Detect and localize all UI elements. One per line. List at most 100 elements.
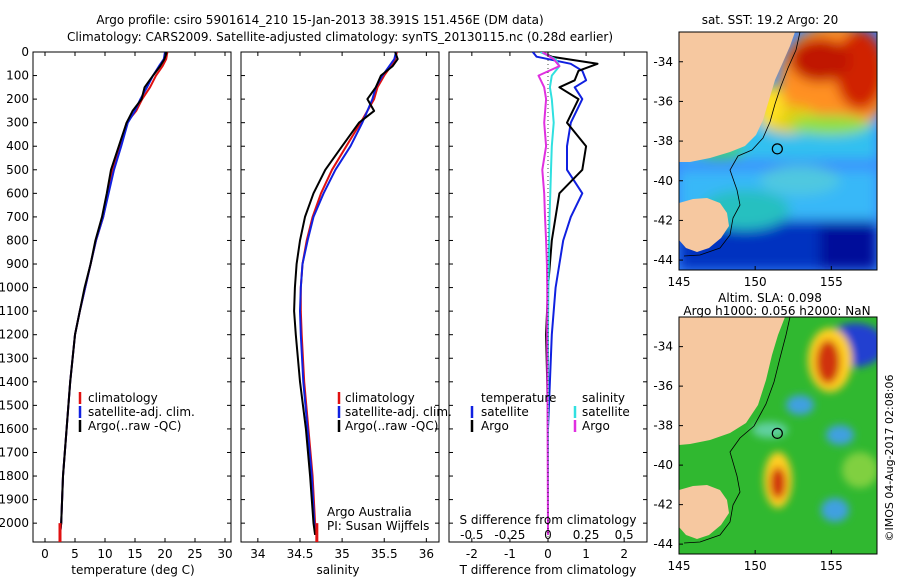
- s-tick-label: 0.25: [573, 528, 600, 542]
- sst-shelf-contour: [683, 32, 801, 257]
- map-y-tick-label: -34: [653, 340, 673, 354]
- depth-tick-label: 1100: [0, 304, 29, 318]
- map-x-tick-label: 150: [744, 275, 767, 289]
- temperature-x-axis: 0 5 10 15 20 25 30: [41, 52, 233, 561]
- sst-map-axes: 145 150 155 -34 -36 -38 -40 -42 -44: [653, 55, 842, 289]
- x-tick-label: 34.5: [287, 547, 314, 561]
- x-tick-label: 30: [217, 547, 232, 561]
- sla-height-field: [752, 323, 877, 522]
- series-line-argorawqc: [59, 52, 168, 536]
- temperature-legend: climatology satellite-adj. clim. Argo(..…: [78, 391, 195, 433]
- pi-label: PI: Susan Wijffels: [327, 519, 429, 533]
- legend-label-satellite: satellite-adj. clim.: [345, 405, 452, 419]
- map-y-tick-label: -42: [653, 213, 673, 227]
- title-line-2: Climatology: CARS2009. Satellite-adjuste…: [67, 30, 613, 44]
- depth-tick-label: 200: [6, 92, 29, 106]
- depth-tick-label: 1200: [0, 328, 29, 342]
- sla-map-axes: 145 150 155 -34 -36 -38 -40 -42 -44: [653, 340, 842, 573]
- series-line-satellite: [539, 52, 561, 535]
- legend-label-s-argo: Argo: [582, 419, 610, 433]
- depth-tick-label: 900: [6, 257, 29, 271]
- legend-title-temperature: temperature: [481, 391, 556, 405]
- x-tick-label: 34: [250, 547, 265, 561]
- depth-tick-label: 0: [21, 45, 29, 59]
- sla-shelf-contour: [683, 317, 791, 544]
- legend-label-argo: Argo(..raw -QC): [88, 419, 181, 433]
- sla-map-title-line-1: Altim. SLA: 0.098: [718, 291, 822, 305]
- depth-tick-label: 400: [6, 139, 29, 153]
- x-tick-label: 25: [187, 547, 202, 561]
- x-tick-label: 0: [41, 547, 49, 561]
- depth-tick-label: 1900: [0, 493, 29, 507]
- sst-map-frame: [678, 31, 878, 271]
- temperature-panel-frame: [32, 51, 232, 543]
- temperature-xlabel: temperature (deg C): [71, 563, 194, 577]
- s-tick-label: 0.5: [615, 528, 634, 542]
- legend-label-satellite: satellite-adj. clim.: [88, 405, 195, 419]
- difference-xlabel-top: S difference from climatology: [460, 513, 637, 527]
- legend-label-climatology: climatology: [345, 391, 415, 405]
- map-y-tick-label: -36: [653, 94, 673, 108]
- legend-label-t-satellite: satellite: [481, 405, 529, 419]
- depth-tick-label: 2000: [0, 516, 29, 530]
- salinity-panel-frame: [240, 51, 440, 543]
- depth-tick-label: 500: [6, 163, 29, 177]
- sst-land: [679, 32, 795, 162]
- map-y-tick-label: -38: [653, 134, 673, 148]
- difference-x-axis: -2 -1 0 1 2 -0.5 -0.25 0 0.25 0.5: [460, 52, 634, 561]
- depth-tick-label: 1700: [0, 445, 29, 459]
- sst-temperature-field: [679, 32, 877, 270]
- map-y-tick-label: -34: [653, 55, 673, 69]
- depth-tick-label: 600: [6, 186, 29, 200]
- map-x-tick-label: 155: [820, 275, 843, 289]
- depth-tick-label: 100: [6, 69, 29, 83]
- sla-argo-marker: [771, 427, 783, 439]
- series-line-argo: [537, 52, 561, 535]
- depth-tick-label: 1000: [0, 281, 29, 295]
- x-tick-label: 36: [419, 547, 434, 561]
- map-y-tick-label: -38: [653, 419, 673, 433]
- depth-axis: 0 100 200 300 400 500 600 700 800 900 1000 1100 1200…: [0, 45, 647, 530]
- x-tick-label: 1: [582, 547, 590, 561]
- sla-map: [679, 317, 877, 554]
- title-line-1: Argo profile: csiro 5901614_210 15-Jan-2…: [96, 13, 543, 27]
- depth-tick-label: 300: [6, 116, 29, 130]
- map-x-tick-label: 145: [668, 559, 691, 573]
- sla-land: [679, 317, 785, 445]
- difference-legend: temperature satellite Argo salinity sate…: [470, 391, 630, 433]
- depth-tick-label: 1800: [0, 469, 29, 483]
- s-tick-label: 0: [544, 528, 552, 542]
- sla-tasmania: [679, 485, 729, 539]
- x-tick-label: 35: [334, 547, 349, 561]
- legend-label-argo: Argo(..raw -QC): [345, 419, 438, 433]
- series-line-argorawqc: [293, 52, 399, 536]
- map-y-tick-label: -42: [653, 498, 673, 512]
- depth-tick-label: 800: [6, 233, 29, 247]
- map-x-tick-label: 150: [744, 559, 767, 573]
- sst-map-title: sat. SST: 19.2 Argo: 20: [702, 13, 839, 27]
- legend-title-salinity: salinity: [582, 391, 625, 405]
- salinity-legend: climatology satellite-adj. clim. Argo(..…: [337, 391, 452, 433]
- depth-tick-label: 1300: [0, 351, 29, 365]
- difference-plot: [532, 52, 599, 542]
- s-tick-label: -0.5: [460, 528, 483, 542]
- depth-tick-label: 1600: [0, 422, 29, 436]
- series-line-satellite: [532, 52, 588, 535]
- salinity-x-axis: 34 34.5 35 35.5 36: [250, 52, 434, 561]
- map-y-tick-label: -44: [653, 253, 673, 267]
- legend-label-s-satellite: satellite: [582, 405, 630, 419]
- sst-argo-marker: [771, 143, 783, 155]
- x-tick-label: -2: [466, 547, 478, 561]
- argo-australia-label: Argo Australia: [327, 505, 412, 519]
- x-tick-label: -1: [504, 547, 516, 561]
- legend-label-climatology: climatology: [88, 391, 158, 405]
- sla-map-frame: [678, 316, 878, 555]
- s-tick-label: -0.25: [494, 528, 525, 542]
- copyright-label: ©IMOS 04-Aug-2017 02:08:06: [883, 375, 896, 542]
- difference-xlabel-bottom: T difference from climatology: [459, 563, 637, 577]
- salinity-plot: [293, 52, 399, 542]
- sst-map: [679, 32, 877, 270]
- map-x-tick-label: 155: [820, 559, 843, 573]
- map-y-tick-label: -40: [653, 458, 673, 472]
